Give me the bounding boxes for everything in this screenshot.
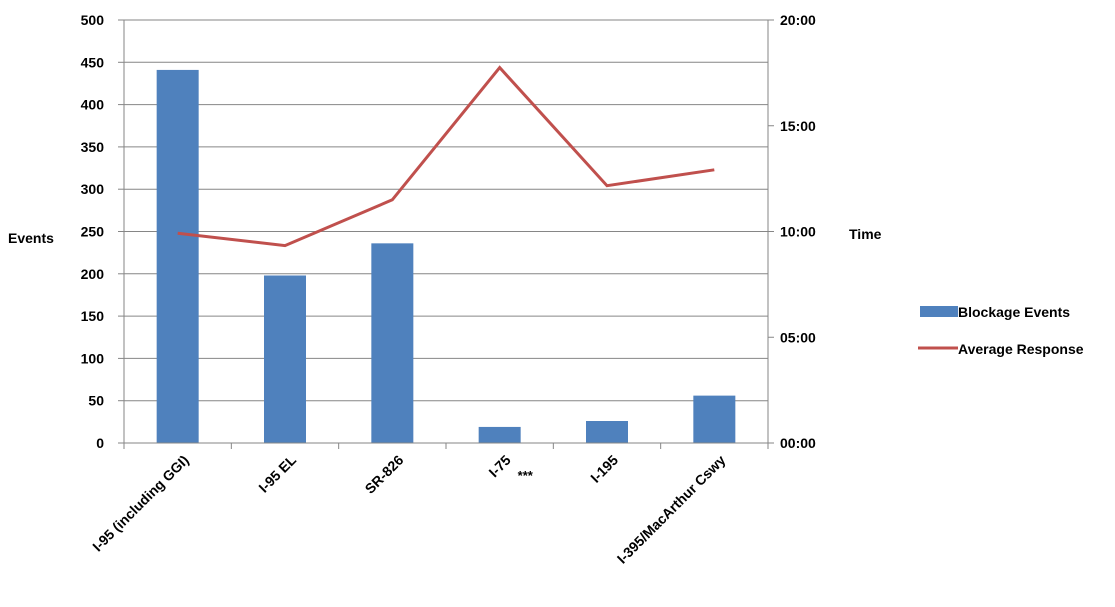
left-tick-label: 150 xyxy=(81,308,105,324)
x-tick-label: SR-826 xyxy=(362,452,407,497)
bar xyxy=(586,421,628,443)
right-axis-ticks: 00:00 05:00 10:00 15:00 20:00 xyxy=(768,12,816,451)
right-tick-label: 10:00 xyxy=(780,224,816,240)
bar xyxy=(478,426,521,443)
left-tick-label: 400 xyxy=(81,97,105,113)
bar xyxy=(156,69,199,443)
y2-axis-title: Time xyxy=(849,226,882,242)
x-axis-ticks: I-95 (including GGI) I-95 EL SR-826 I-75 ***… xyxy=(89,443,769,567)
left-tick-label: 100 xyxy=(81,350,105,366)
right-tick-label: 05:00 xyxy=(780,329,816,345)
left-tick-label: 200 xyxy=(81,266,105,282)
gridlines xyxy=(124,19,768,402)
legend-label-line: Average Response xyxy=(958,341,1084,357)
left-tick-label: 500 xyxy=(81,12,105,28)
bar xyxy=(693,395,736,443)
left-axis-ticks: 0 50 100 150 200 250 300 350 400 450 500 xyxy=(81,12,124,451)
x-tick-label: I-95 (including GGI) xyxy=(89,452,192,555)
line-series xyxy=(177,65,715,248)
legend-label-bars: Blockage Events xyxy=(958,304,1070,320)
left-tick-label: 450 xyxy=(81,54,105,70)
bar xyxy=(371,243,414,443)
left-tick-label: 350 xyxy=(81,139,105,155)
right-tick-label: 00:00 xyxy=(780,435,816,451)
y-axis-title: Events xyxy=(8,230,54,246)
left-tick-label: 250 xyxy=(81,224,105,240)
x-tick-label: I-395/MacArthur Cswy xyxy=(614,452,729,567)
left-tick-label: 50 xyxy=(88,393,104,409)
left-tick-label: 300 xyxy=(81,181,105,197)
x-tick-label: I-75 xyxy=(485,452,514,481)
average-response-line xyxy=(177,65,715,248)
right-tick-label: 20:00 xyxy=(780,12,816,28)
bar-series xyxy=(156,69,736,443)
left-tick-label: 0 xyxy=(96,435,104,451)
right-tick-label: 15:00 xyxy=(780,118,816,134)
legend: Blockage Events Average Response xyxy=(918,304,1084,357)
x-tick-label: I-95 EL xyxy=(255,451,299,495)
x-tick-label: I-195 xyxy=(587,452,621,486)
bar xyxy=(264,275,306,443)
x-tick-annotation: *** xyxy=(518,468,534,483)
legend-swatch-bars xyxy=(920,306,958,317)
